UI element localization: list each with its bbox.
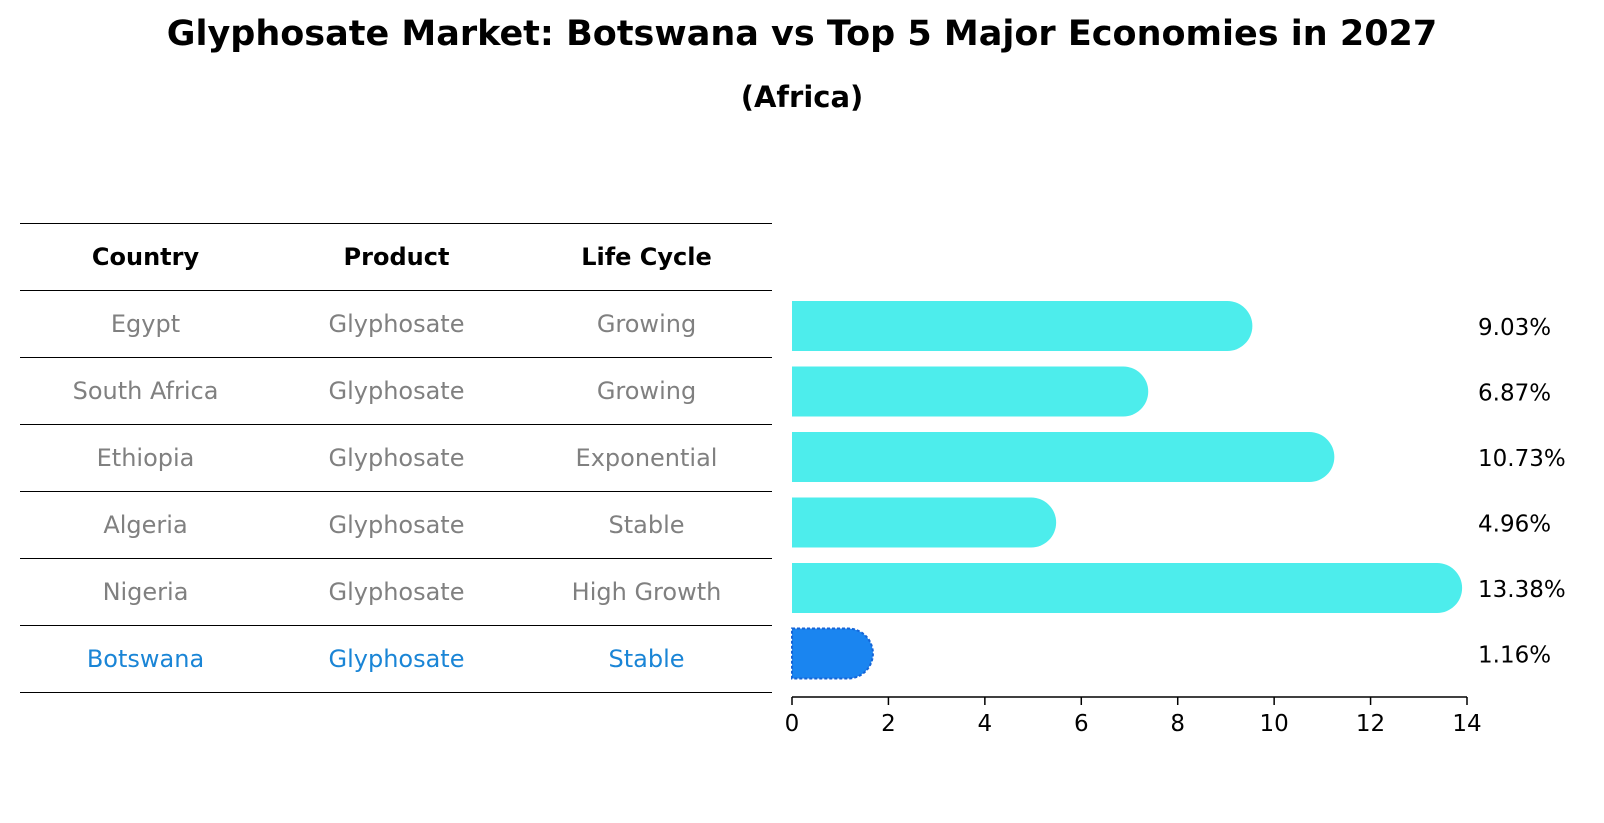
- header-life-cycle: Life Cycle: [581, 243, 712, 271]
- cell-country: South Africa: [72, 377, 219, 405]
- cell-life-cycle: Growing: [596, 310, 697, 338]
- cell-product: Glyphosate: [328, 377, 465, 405]
- cell-life-cycle: Stable: [608, 511, 685, 539]
- x-tick-label: 14: [1452, 711, 1481, 737]
- cell-product: Glyphosate: [328, 645, 465, 673]
- bar: [792, 432, 1335, 482]
- cell-life-cycle: Growing: [596, 377, 697, 405]
- table-row: Algeria Glyphosate Stable: [20, 491, 772, 558]
- table-row: South Africa Glyphosate Growing: [20, 357, 772, 424]
- bar: [792, 563, 1463, 613]
- chart-title: Glyphosate Market: Botswana vs Top 5 Maj…: [166, 14, 1438, 54]
- table-header-row: Country Product Life Cycle: [20, 223, 772, 290]
- cell-product: Glyphosate: [328, 578, 465, 606]
- table-row: Egypt Glyphosate Growing: [20, 290, 772, 357]
- bar-value-label: 13.38%: [1478, 577, 1566, 603]
- bar-value-label: 4.96%: [1478, 512, 1551, 538]
- cell-country: Botswana: [86, 645, 205, 673]
- x-tick-label: 12: [1356, 711, 1385, 737]
- table-row: Nigeria Glyphosate High Growth: [20, 558, 772, 625]
- bar: [791, 627, 874, 680]
- cell-country: Algeria: [103, 511, 188, 539]
- bar: [792, 301, 1253, 351]
- x-tick-label: 6: [1074, 711, 1089, 737]
- bar-value-label: 9.03%: [1478, 315, 1551, 341]
- bar-value-label: 1.16%: [1478, 643, 1551, 669]
- table-row-highlight: Botswana Glyphosate Stable: [20, 625, 772, 693]
- bar: [792, 497, 1057, 548]
- table-row: Ethiopia Glyphosate Exponential: [20, 424, 772, 491]
- cell-product: Glyphosate: [328, 310, 465, 338]
- market-table: Country Product Life Cycle Egypt Glyphos…: [20, 223, 772, 693]
- chart-subtitle: (Africa): [740, 80, 864, 114]
- x-tick-label: 8: [1170, 711, 1185, 737]
- bar: [792, 366, 1149, 417]
- cell-life-cycle: High Growth: [571, 578, 722, 606]
- bar-value-label: 6.87%: [1478, 381, 1551, 407]
- cell-life-cycle: Stable: [608, 645, 685, 673]
- cell-product: Glyphosate: [328, 511, 465, 539]
- x-tick-label: 10: [1260, 711, 1289, 737]
- header-product: Product: [343, 243, 450, 271]
- cell-country: Egypt: [110, 310, 181, 338]
- cell-country: Ethiopia: [96, 444, 195, 472]
- header-country: Country: [91, 243, 200, 271]
- bar-value-label: 10.73%: [1478, 446, 1566, 472]
- cell-life-cycle: Exponential: [575, 444, 718, 472]
- x-tick-label: 2: [881, 711, 896, 737]
- cell-product: Glyphosate: [328, 444, 465, 472]
- x-tick-label: 0: [785, 711, 800, 737]
- x-tick-label: 4: [978, 711, 993, 737]
- cell-country: Nigeria: [102, 578, 189, 606]
